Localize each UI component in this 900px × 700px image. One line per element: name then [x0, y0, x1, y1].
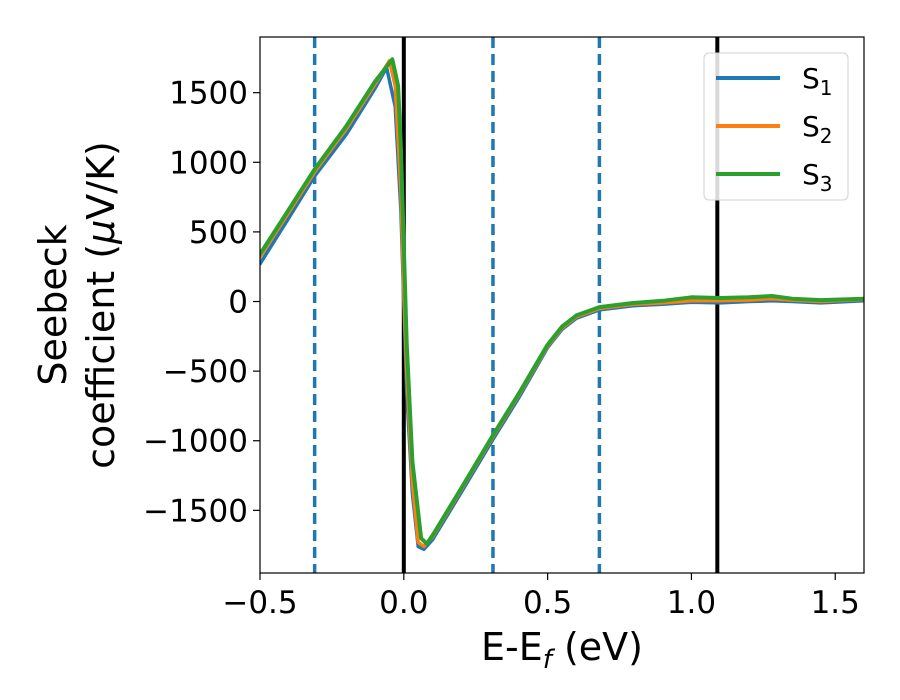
- x-tick-label: 1.0: [667, 585, 716, 621]
- series-line-s3: [260, 57, 864, 546]
- y-axis-title-line1: Seebeck: [31, 224, 75, 385]
- y-tick-label: −500: [163, 354, 248, 390]
- y-tick-label: 1000: [169, 145, 248, 181]
- x-tick-label: −0.5: [222, 585, 297, 621]
- plot-frame: [259, 36, 865, 574]
- y-axis-title: Seebeck coefficient (μV/K): [31, 141, 123, 469]
- legend-label-s1: S1: [802, 62, 833, 100]
- y-tick-label: −1000: [143, 424, 248, 460]
- y-tick-label: 500: [189, 215, 248, 251]
- legend-label-s3: S3: [802, 158, 833, 196]
- legend: S1 S2 S3: [703, 52, 849, 201]
- y-tick-label: −1500: [143, 493, 248, 529]
- series-layer: [260, 57, 864, 552]
- y-tick-label: 1500: [169, 76, 248, 112]
- y-axis-title-line2: coefficient (μV/K): [79, 141, 123, 469]
- x-tick-label: 0.5: [523, 585, 572, 621]
- axis-ticks: −0.5 0.0 0.5 1.0 1.5 −1500 −1000 −500 0 500 1000 15…: [143, 76, 860, 621]
- x-tick-label: 1.5: [811, 585, 860, 621]
- y-tick-label: 0: [228, 285, 248, 321]
- x-tick-label: 0.0: [379, 585, 428, 621]
- legend-label-s2: S2: [802, 110, 833, 148]
- x-axis-title: E-Ef (eV): [481, 625, 643, 675]
